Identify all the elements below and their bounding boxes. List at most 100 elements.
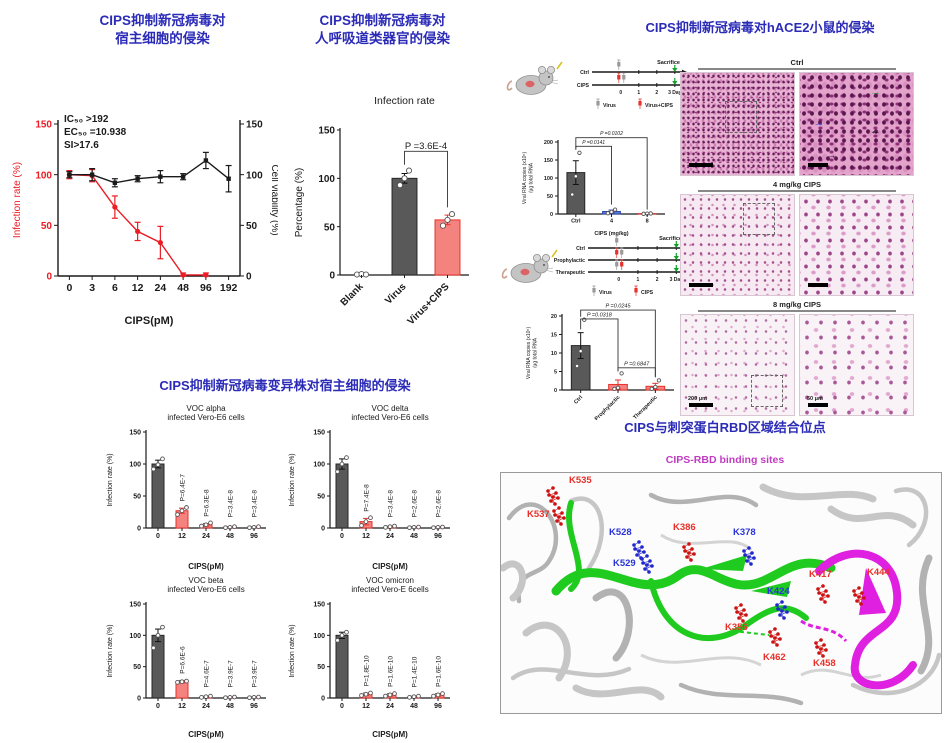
svg-text:Sacrifice: Sacrifice [659,236,682,242]
residue-label: K386 [673,522,696,533]
svg-text:Blank: Blank [339,281,366,308]
svg-text:24: 24 [386,533,394,540]
svg-text:0: 0 [66,282,72,294]
svg-text:5: 5 [554,369,557,375]
svg-text:VOC omicron: VOC omicron [366,576,414,585]
histology-image-ctrl-high: → → ← → [799,72,914,176]
svg-text:Virus: Virus [599,290,612,296]
divider [698,68,896,70]
blue-arrow-icon: → [813,116,825,129]
residue-label: K417 [809,569,832,580]
scale-label: 200 μm [688,396,707,402]
histology-group-label: 8 mg/kg CIPS [773,300,821,309]
svg-text:Infection rate (%): Infection rate (%) [289,453,296,506]
residue-label: K537 [527,509,550,520]
rbd-structure-image: K535 K537 K528 K529 K386 K378 K417 K444 K424 K356… [499,472,942,714]
svg-text:2: 2 [656,277,659,283]
panel-voc-title: CIPS抑制新冠病毒变异株对宿主细胞的侵染 [159,378,411,393]
panel-organoid-title: CIPS抑制新冠病毒对 人呼吸道类器官的侵染 [290,12,475,47]
svg-text:Viral RNA copies (x10⁵): Viral RNA copies (x10⁵) [526,327,532,380]
svg-text:48: 48 [410,533,418,540]
panel-organoid-title-line2: 人呼吸道类器官的侵染 [315,30,450,46]
dose-response-chart: 0 50 100 150 0 50 100 150 Infection rate (%) Cell… [8,88,278,328]
histology-group-label: Ctrl [790,58,804,67]
svg-text:P=1.4E-10: P=1.4E-10 [412,656,419,687]
svg-text:0: 0 [550,212,553,218]
svg-text:0: 0 [246,272,252,283]
mouse-icon [500,246,558,290]
voc-beta-chart: VOC beta infected Vero-E6 cells 0 50 100 150 I… [100,572,278,740]
residue-label: K444 [867,567,890,578]
svg-text:96: 96 [250,533,258,540]
svg-text:48: 48 [410,703,418,710]
scale-bar [689,403,713,407]
mouse-icon [505,58,563,102]
svg-text:CIPS(pM): CIPS(pM) [372,730,408,739]
svg-text:P=3.4E-8: P=3.4E-8 [388,490,395,518]
histology-image-8mg-high: 50 μm [799,314,914,416]
black-arrow-icon: → [827,149,837,160]
panel-host-cell-title-line2: 宿主细胞的侵染 [115,30,210,46]
svg-text:24: 24 [386,703,394,710]
svg-text:6: 6 [112,282,118,294]
svg-text:P=3.4E-8: P=3.4E-8 [228,490,235,518]
residue-label: K535 [569,475,592,486]
svg-text:50: 50 [133,494,141,501]
svg-text:150: 150 [544,158,553,164]
svg-text:100: 100 [318,174,335,185]
svg-text:Ctrl: Ctrl [571,219,581,225]
svg-text:P=4.6E-7: P=4.6E-7 [204,660,211,688]
svg-text:Ctrl: Ctrl [573,394,584,405]
svg-text:CIPS: CIPS [641,290,654,296]
svg-text:CIPS(pM): CIPS(pM) [188,562,224,571]
viral-rna-dose-chart: 0 50 100 150 200 Viral RNA copies (x10⁵)/μg t… [518,126,673,238]
svg-text:150: 150 [313,602,325,609]
svg-text:150: 150 [129,430,141,437]
svg-text:24: 24 [202,703,210,710]
svg-text:0: 0 [137,526,141,533]
histology-image-4mg-high [799,194,914,296]
svg-text:50: 50 [317,494,325,501]
svg-text:Virus: Virus [383,281,409,307]
voc-omicron-chart: VOC omicron infected Vero-E 6cells 0 50 100 1… [280,572,462,740]
svg-text:12: 12 [178,703,186,710]
histology-image-8mg-low: 200 μm [680,314,795,416]
scale-bar [808,163,828,167]
svg-text:/μg total RNA: /μg total RNA [529,162,535,193]
voc-delta-chart: VOC delta infected Vero-E6 cells 0 50 100 150… [280,400,462,572]
zoom-region-box [743,203,775,235]
scale-bar [808,403,828,407]
svg-text:P =0.0102: P =0.0102 [600,131,623,137]
svg-text:infected Vero-E6 cells: infected Vero-E6 cells [167,413,244,422]
svg-text:VOC delta: VOC delta [372,404,409,413]
svg-text:50: 50 [41,221,53,232]
green-arrow-icon: → [870,86,882,99]
svg-text:P=3.9E-7: P=3.9E-7 [228,660,235,688]
svg-text:Ctrl: Ctrl [580,70,589,76]
viral-rna-regimen-chart: 0 5 10 15 20 Viral RNA copies (x10⁵)/μg total… [522,298,684,420]
svg-text:2: 2 [655,90,658,96]
svg-text:P =0.0318: P =0.0318 [587,312,613,318]
svg-text:P=6.4E-7: P=6.4E-7 [180,474,187,502]
svg-text:infected Vero-E6 cells: infected Vero-E6 cells [167,585,244,594]
residue-label: K356 [725,622,748,633]
residue-label: K528 [609,527,632,538]
divider [698,310,896,312]
svg-text:48: 48 [226,533,234,540]
histology-image-ctrl-low [680,72,795,176]
voc-alpha-chart: VOC alpha infected Vero-E6 cells 0 50 100 150… [100,400,278,572]
svg-text:P=3.9E-7: P=3.9E-7 [252,660,259,688]
svg-text:24: 24 [155,282,167,294]
svg-text:infected Vero-E 6cells: infected Vero-E 6cells [351,585,428,594]
svg-text:50: 50 [324,222,336,233]
histology-group-label: 4 mg/kg CIPS [773,180,821,189]
svg-text:SI>17.6: SI>17.6 [64,140,99,151]
svg-text:Prophylactic: Prophylactic [554,258,585,264]
svg-text:150: 150 [313,430,325,437]
histology-image-4mg-low [680,194,795,296]
svg-text:VOC alpha: VOC alpha [186,404,226,413]
svg-text:50: 50 [317,664,325,671]
svg-text:P =0.0245: P =0.0245 [605,304,631,310]
svg-text:Therapeutic: Therapeutic [556,270,586,276]
svg-text:Virus+CIPS: Virus+CIPS [645,103,674,109]
